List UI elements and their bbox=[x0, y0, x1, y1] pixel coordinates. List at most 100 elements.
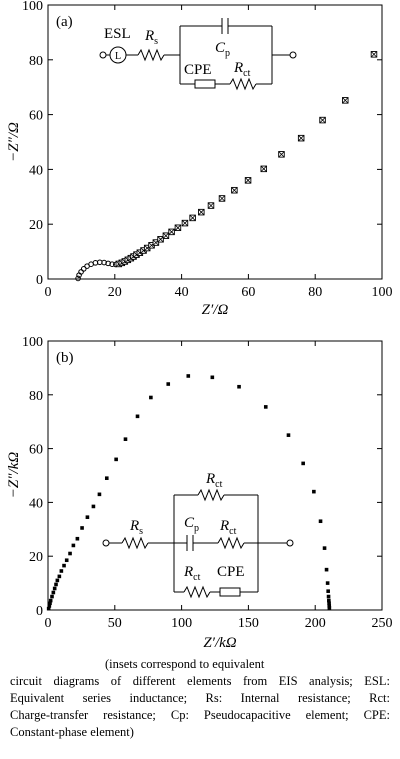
panel-a-data-point bbox=[162, 232, 170, 239]
panel-a-data-point bbox=[278, 151, 285, 158]
panel-b-data-point bbox=[104, 476, 109, 480]
panel-a-data-point bbox=[319, 116, 326, 124]
rs-resistor-icon bbox=[121, 536, 149, 550]
caption-line-1: (insets correspond to equivalent bbox=[105, 657, 265, 671]
panel-b-nyquist-plot: 0 50 100 150 200 250 0 20 40 60 80 100 (b) Z′/kΩ −Z… bbox=[6, 335, 393, 651]
rs-resistor-icon bbox=[137, 48, 165, 62]
panel-b-data-point bbox=[186, 374, 191, 378]
panel-b-data-point bbox=[68, 551, 72, 556]
panel-b-x-axis-label: Z′/kΩ bbox=[203, 635, 236, 651]
panel-a-circuit-inset bbox=[99, 18, 297, 91]
panel-b-data-point bbox=[51, 590, 56, 595]
rct-resistor-icon bbox=[217, 536, 245, 550]
panel-a-nyquist-plot: 0 20 40 60 80 100 0 20 40 60 80 100 (a) Z′/Ω −Z″/Ω bbox=[6, 0, 393, 318]
panel-b-x-tick-label: 0 bbox=[45, 616, 52, 631]
panel-b-data-point bbox=[301, 461, 305, 466]
circuit-b-terminal-left bbox=[102, 539, 110, 547]
rs-label: Rs bbox=[144, 28, 158, 47]
panel-a-x-tick-label: 0 bbox=[45, 285, 52, 300]
rct-label-middle: Rct bbox=[219, 518, 237, 537]
panel-b-label: (b) bbox=[56, 350, 74, 366]
panel-a-x-axis-label: Z′/Ω bbox=[202, 302, 229, 318]
panel-b-data-point bbox=[327, 598, 331, 603]
panel-b-data-point bbox=[64, 558, 69, 563]
panel-b-data-point bbox=[327, 601, 331, 606]
panel-b-data-point bbox=[325, 581, 330, 585]
circuit-b-terminal-right bbox=[286, 539, 294, 547]
caption-line-5: Constant-phase element) bbox=[10, 725, 134, 739]
rs-label: Rs bbox=[129, 518, 143, 537]
panel-b-data-point bbox=[149, 395, 153, 400]
panel-b-x-tick-label: 50 bbox=[108, 616, 122, 631]
panel-b-data-point bbox=[210, 375, 215, 380]
panel-a-axes: 0 20 40 60 80 100 0 20 40 60 80 100 bbox=[22, 0, 393, 300]
panel-a-label: (a) bbox=[56, 14, 73, 30]
rct-label-top: Rct bbox=[205, 471, 223, 490]
circuit-a-terminal-left bbox=[99, 51, 107, 59]
panel-b-y-tick-label: 0 bbox=[36, 604, 43, 619]
panel-b-x-tick-label: 200 bbox=[305, 616, 326, 631]
panel-a-data-point bbox=[207, 202, 215, 209]
circuit-a-terminal-right bbox=[289, 51, 297, 59]
panel-b-data-point bbox=[85, 515, 90, 519]
panel-a-x-tick-label: 100 bbox=[372, 285, 393, 300]
panel-b-data-point bbox=[318, 519, 323, 524]
panel-a-y-tick-label: 0 bbox=[36, 273, 43, 288]
panel-b-data-point bbox=[324, 567, 329, 572]
esl-label: ESL bbox=[104, 26, 131, 42]
rct-resistor-icon bbox=[197, 488, 225, 502]
panel-a-data-point bbox=[342, 97, 349, 104]
cpe-label: CPE bbox=[217, 564, 245, 580]
panel-a-data-point bbox=[370, 51, 378, 58]
panel-b-data-point bbox=[263, 405, 268, 409]
panel-b-axes: 0 50 100 150 200 250 0 20 40 60 80 100 bbox=[22, 335, 393, 631]
panel-b-data-point bbox=[135, 414, 140, 419]
panel-b-data-point bbox=[326, 589, 330, 593]
panel-a-x-tick-label: 20 bbox=[108, 285, 122, 300]
panel-b-data-point bbox=[312, 489, 316, 494]
rct-label: Rct bbox=[233, 60, 251, 79]
panel-b-data-point bbox=[48, 601, 52, 606]
panel-a-data-point bbox=[218, 195, 226, 202]
panel-a-data-point bbox=[297, 134, 305, 142]
panel-a-y-tick-label: 80 bbox=[29, 54, 43, 69]
panel-b-data-point bbox=[54, 582, 58, 587]
panel-a-y-tick-label: 20 bbox=[29, 218, 43, 233]
panel-b-data-point bbox=[327, 606, 332, 610]
rct-label-bottom: Rct bbox=[183, 564, 201, 583]
panel-a-data-point bbox=[189, 214, 196, 222]
panel-a-data-point bbox=[260, 165, 268, 173]
rct-resistor-icon bbox=[183, 585, 211, 599]
panel-b-data-point bbox=[166, 382, 171, 386]
panel-a-y-axis-label: −Z″/Ω bbox=[6, 122, 22, 162]
panel-a-data-point bbox=[198, 208, 205, 216]
panel-b-y-tick-label: 40 bbox=[29, 496, 43, 511]
panel-a-semicircle-point bbox=[109, 261, 115, 268]
panel-b-y-tick-label: 80 bbox=[29, 389, 43, 404]
panel-a-y-tick-label: 60 bbox=[29, 109, 43, 124]
panel-a-data-point bbox=[157, 236, 164, 243]
cpe-element-icon bbox=[194, 79, 216, 89]
panel-b-y-tick-label: 100 bbox=[22, 335, 43, 350]
panel-b-data-point bbox=[55, 578, 60, 583]
panel-b-circuit-inset bbox=[102, 488, 294, 599]
panel-a-semicircle-point bbox=[75, 275, 81, 282]
eis-figure: 0 20 40 60 80 100 0 20 40 60 80 100 (a) Z′/Ω −Z″/Ω bbox=[6, 0, 393, 651]
panel-b-data-point bbox=[286, 433, 291, 437]
panel-b-plot-frame bbox=[47, 340, 383, 611]
panel-b-data-point bbox=[114, 457, 118, 462]
panel-b-data-point bbox=[75, 536, 80, 541]
panel-b-data-point bbox=[327, 604, 332, 608]
panel-a-data-point bbox=[231, 186, 238, 194]
panel-b-data-point bbox=[57, 574, 62, 579]
panel-a-x-tick-label: 60 bbox=[241, 285, 255, 300]
panel-a-x-tick-label: 80 bbox=[308, 285, 322, 300]
panel-a-x-tick-label: 40 bbox=[175, 285, 189, 300]
panel-b-x-tick-label: 250 bbox=[372, 616, 393, 631]
panel-b-y-tick-label: 60 bbox=[29, 443, 43, 458]
caption-line-3: Equivalent series inductance; Rs: Intern… bbox=[10, 691, 390, 705]
panel-a-semicircle-point bbox=[80, 266, 87, 272]
cpe-element-icon bbox=[219, 587, 241, 597]
caption-line-4: Charge-transfer resistance; Cp: Pseudoca… bbox=[10, 708, 390, 722]
cp-label: Cp bbox=[184, 515, 199, 534]
